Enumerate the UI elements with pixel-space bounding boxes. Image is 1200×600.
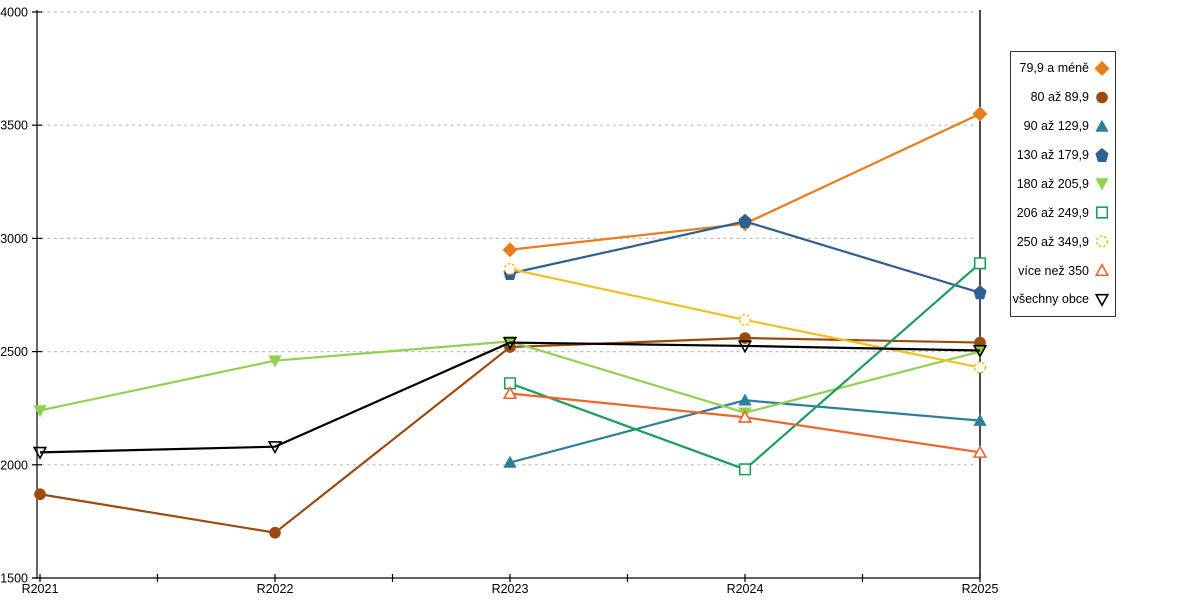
legend-label: více než 350: [1018, 263, 1089, 278]
triangle-up-icon: [1095, 119, 1109, 132]
series-line: [39, 336, 981, 534]
legend-label: všechny obce: [1012, 292, 1089, 307]
data-point-marker: [503, 262, 517, 276]
series-7: [503, 262, 987, 374]
legend-item-2: 80 až 89,9: [1011, 90, 1115, 105]
data-point-marker: [32, 446, 48, 460]
y-tick-label: 2000: [0, 458, 28, 472]
diamond-legend-marker-icon: [1094, 60, 1110, 76]
data-point-marker: [502, 386, 518, 400]
series-8: [502, 386, 988, 458]
triangle-down-legend-marker-icon: [1094, 293, 1110, 307]
data-point-marker: [268, 355, 282, 368]
pentagon-legend-marker-icon: [1095, 147, 1109, 162]
x-tick-label: R2021: [22, 582, 59, 596]
circle-icon: [1096, 91, 1108, 104]
legend-label: 79,9 a méně: [1019, 61, 1090, 76]
circle-legend-marker-icon: [1095, 235, 1109, 248]
x-tick-label: R2023: [492, 582, 529, 596]
series-line: [509, 262, 981, 471]
legend-label: 206 až 249,9: [1016, 205, 1089, 220]
y-tick-label: 4000: [0, 6, 28, 20]
data-point-marker: [502, 336, 518, 351]
legend-label: 180 až 205,9: [1016, 176, 1089, 191]
data-point-marker: [267, 441, 283, 455]
y-tick-label: 3000: [0, 232, 28, 246]
legend-label: 250 až 349,9: [1016, 234, 1089, 249]
data-point-marker: [738, 213, 752, 228]
x-tick-label: R2024: [727, 582, 764, 596]
legend-item-5: 180 až 205,9: [1011, 176, 1115, 191]
triangle-down-icon: [1094, 293, 1110, 307]
data-point-marker: [972, 444, 988, 458]
legend-item-9: všechny obce: [1011, 292, 1115, 307]
series-2: [34, 332, 986, 539]
circle-icon: [1095, 235, 1109, 248]
data-point-marker: [738, 393, 752, 406]
series-9: [32, 336, 988, 460]
chart-legend: 79,9 a méně 80 až 89,9 90 až 129,9 130 až 1…: [1010, 51, 1116, 317]
data-point-marker: [973, 285, 987, 300]
square-legend-marker-icon: [1095, 206, 1109, 219]
square-icon: [1095, 206, 1109, 219]
legend-item-4: 130 až 179,9: [1011, 147, 1115, 163]
y-tick-label: 2500: [0, 345, 28, 359]
series-4: [503, 213, 987, 300]
triangle-down-legend-marker-icon: [1095, 178, 1109, 191]
data-point-marker: [269, 526, 281, 539]
data-point-marker: [738, 313, 752, 327]
y-tick-label: 3500: [0, 119, 28, 133]
data-point-marker: [33, 405, 47, 418]
legend-item-7: 250 až 349,9: [1011, 234, 1115, 249]
data-point-marker: [738, 463, 752, 476]
data-point-marker: [972, 106, 988, 122]
legend-label: 90 až 129,9: [1023, 119, 1089, 134]
data-point-marker: [34, 488, 46, 501]
legend-item-6: 206 až 249,9: [1011, 205, 1115, 220]
data-point-marker: [972, 344, 988, 358]
x-tick-label: R2025: [962, 582, 999, 596]
legend-label: 80 až 89,9: [1030, 90, 1089, 105]
series-3: [503, 393, 987, 468]
legend-item-8: více než 350: [1011, 263, 1115, 278]
triangle-up-legend-marker-icon: [1094, 263, 1110, 277]
data-point-marker: [503, 377, 517, 390]
triangle-up-legend-marker-icon: [1095, 119, 1109, 132]
data-point-marker: [973, 413, 987, 426]
diamond-icon: [1094, 60, 1110, 76]
series-line: [509, 220, 981, 294]
data-point-marker: [503, 455, 517, 468]
y-tick-label: 1500: [0, 572, 28, 586]
legend-item-3: 90 až 129,9: [1011, 119, 1115, 134]
triangle-down-icon: [1095, 178, 1109, 191]
series-6: [503, 257, 987, 476]
data-point-marker: [973, 257, 987, 270]
data-point-marker: [502, 242, 518, 258]
legend-label: 130 až 179,9: [1016, 148, 1089, 163]
data-point-marker: [737, 340, 753, 354]
triangle-up-icon: [1094, 263, 1110, 277]
series-line: [39, 341, 981, 454]
circle-legend-marker-icon: [1096, 91, 1108, 104]
data-point-marker: [973, 361, 987, 374]
data-point-marker: [737, 409, 753, 423]
legend-item-1: 79,9 a méně: [1011, 60, 1115, 76]
x-tick-label: R2022: [257, 582, 294, 596]
pentagon-icon: [1095, 147, 1109, 162]
series-1: [502, 106, 988, 258]
